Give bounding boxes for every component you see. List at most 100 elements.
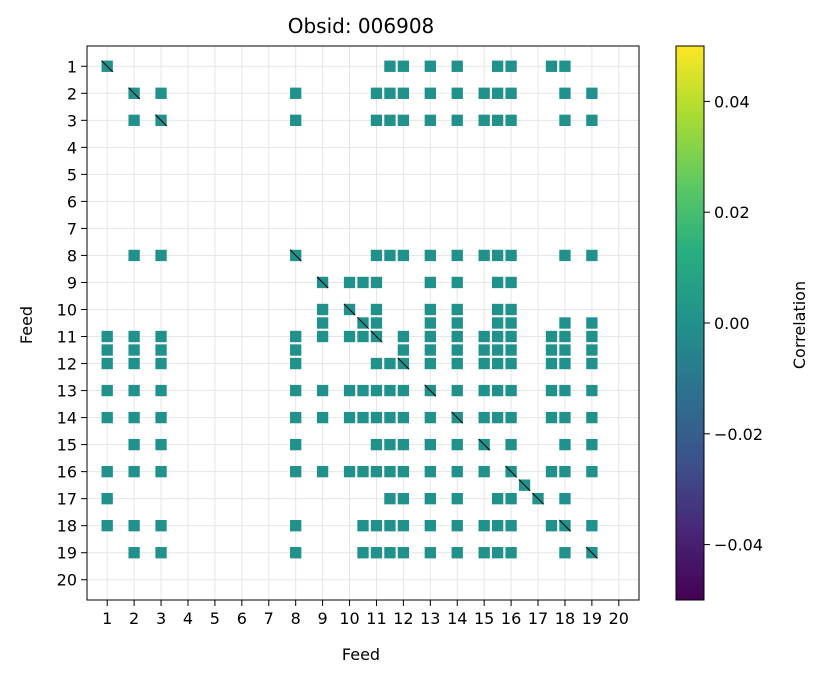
heatmap-cell bbox=[586, 384, 598, 397]
heatmap-cell bbox=[586, 330, 598, 343]
heatmap-cell bbox=[290, 411, 302, 424]
diagonal-line bbox=[585, 546, 598, 559]
diagonal-line bbox=[155, 114, 168, 127]
heatmap-cell bbox=[478, 87, 490, 99]
heatmap-cell bbox=[505, 87, 517, 99]
colorbar-ticks: 0.04 0.02 0.00 −0.02 −0.04 bbox=[704, 92, 763, 555]
heatmap-cell bbox=[343, 411, 356, 424]
colorbar-tick-label: −0.04 bbox=[714, 536, 763, 555]
heatmap-cell bbox=[451, 60, 463, 72]
heatmap-cell bbox=[559, 87, 571, 99]
heatmap-cell bbox=[505, 317, 517, 329]
heatmap-cell bbox=[586, 317, 598, 329]
heatmap-cell bbox=[384, 249, 396, 262]
heatmap-cell bbox=[384, 520, 396, 532]
heatmap-cell bbox=[545, 357, 558, 370]
heatmap-cell bbox=[559, 249, 571, 262]
heatmap-cell bbox=[384, 87, 396, 99]
x-tick-label: 2 bbox=[129, 609, 139, 628]
heatmap-cell bbox=[370, 357, 383, 370]
y-tick-label: 6 bbox=[67, 192, 77, 211]
heatmap-cell bbox=[101, 492, 113, 505]
colorbar-tick-label: 0.00 bbox=[714, 314, 750, 333]
y-tick-label: 20 bbox=[57, 571, 77, 590]
y-axis-label: Feed bbox=[17, 306, 36, 344]
heatmap-cell bbox=[491, 357, 504, 370]
heatmap-cell bbox=[491, 547, 504, 559]
heatmap-cell bbox=[357, 547, 369, 559]
heatmap-cell bbox=[505, 276, 517, 289]
heatmap-cell bbox=[478, 114, 490, 126]
heatmap-cell bbox=[316, 411, 329, 424]
y-tick-label: 18 bbox=[57, 517, 77, 536]
heatmap-cell bbox=[155, 384, 167, 397]
x-tick-label: 8 bbox=[291, 609, 301, 628]
y-tick-label: 3 bbox=[67, 111, 77, 130]
heatmap-cell bbox=[370, 114, 383, 126]
heatmap-cell bbox=[384, 492, 396, 505]
heatmap-cell bbox=[491, 249, 504, 262]
heatmap-cell bbox=[370, 249, 383, 262]
heatmap-cell bbox=[397, 114, 410, 126]
diagonal-line bbox=[370, 330, 383, 343]
heatmap-cell bbox=[505, 60, 517, 72]
heatmap-cell bbox=[491, 411, 504, 424]
diagonal-line bbox=[532, 492, 545, 505]
heatmap-cell bbox=[545, 330, 558, 343]
diagonal-line bbox=[451, 411, 464, 424]
heatmap-cell bbox=[559, 330, 571, 343]
heatmap-cell bbox=[424, 317, 436, 329]
heatmap-cell bbox=[357, 384, 369, 397]
heatmap-cell bbox=[559, 357, 571, 370]
x-tick-label: 19 bbox=[582, 609, 602, 628]
heatmap-cell bbox=[491, 520, 504, 532]
heatmap-cell bbox=[397, 384, 410, 397]
heatmap-cell bbox=[505, 303, 517, 316]
heatmap-cell bbox=[290, 357, 302, 370]
heatmap-cell bbox=[128, 357, 140, 370]
heatmap-cell bbox=[505, 547, 517, 559]
heatmap-cell bbox=[384, 438, 396, 451]
colorbar-tick-label: 0.02 bbox=[714, 203, 750, 222]
heatmap-cell bbox=[357, 276, 369, 289]
x-tick-label: 6 bbox=[237, 609, 247, 628]
y-tick-label: 10 bbox=[57, 300, 77, 319]
heatmap-cell bbox=[397, 438, 410, 451]
heatmap-cell bbox=[316, 317, 329, 329]
x-tick-label: 3 bbox=[156, 609, 166, 628]
heatmap-cell bbox=[155, 465, 167, 478]
heatmap-cell bbox=[370, 520, 383, 532]
heatmap-cell bbox=[491, 60, 504, 72]
heatmap-cell bbox=[343, 384, 356, 397]
heatmap-cell bbox=[451, 317, 463, 329]
heatmap-cell bbox=[155, 411, 167, 424]
heatmap-cell bbox=[491, 492, 504, 505]
heatmap-cell bbox=[290, 384, 302, 397]
y-tick-label: 13 bbox=[57, 382, 77, 401]
heatmap-cell bbox=[155, 357, 167, 370]
x-tick-label: 17 bbox=[528, 609, 548, 628]
heatmap-cell bbox=[424, 303, 436, 316]
heatmap-cell bbox=[290, 520, 302, 532]
heatmap-cell bbox=[424, 438, 436, 451]
heatmap-cell bbox=[357, 520, 369, 532]
heatmap-cell bbox=[290, 344, 302, 356]
heatmap-cell bbox=[370, 438, 383, 451]
heatmap-cell bbox=[155, 330, 167, 343]
heatmap-cell bbox=[451, 465, 463, 478]
heatmap-cell bbox=[424, 357, 436, 370]
x-tick-label: 18 bbox=[555, 609, 575, 628]
heatmap-cell bbox=[451, 276, 463, 289]
heatmap-cell bbox=[559, 60, 571, 72]
heatmap-cell bbox=[155, 520, 167, 532]
heatmap-cell bbox=[586, 465, 598, 478]
heatmap-cell bbox=[559, 317, 571, 329]
heatmap-cell bbox=[128, 411, 140, 424]
diagonal-line bbox=[478, 438, 491, 451]
heatmap-cell bbox=[586, 249, 598, 262]
heatmap-cell bbox=[559, 344, 571, 356]
heatmap-cell bbox=[290, 438, 302, 451]
heatmap-cell bbox=[101, 330, 113, 343]
heatmap-cell bbox=[101, 465, 113, 478]
heatmap-cell bbox=[397, 520, 410, 532]
